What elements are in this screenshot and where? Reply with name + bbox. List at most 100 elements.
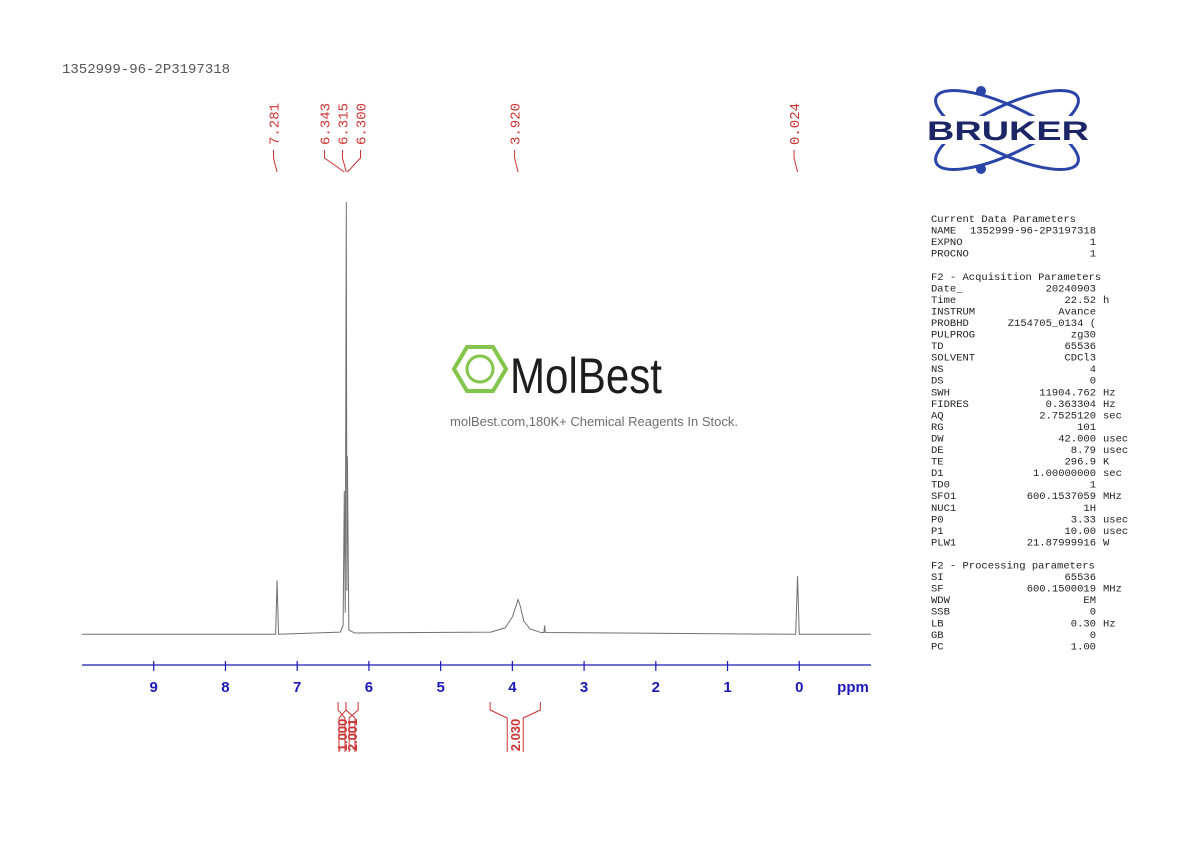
parameter-value: 0: [1090, 630, 1096, 642]
x-tick-label: 4: [508, 679, 517, 696]
parameter-name: DS: [931, 376, 944, 388]
parameter-value: 0: [1090, 607, 1096, 619]
watermark-hexagon: [451, 345, 509, 393]
parameter-value: 1: [1090, 237, 1096, 249]
spectrum-title: 1352999-96-2P3197318: [62, 62, 230, 78]
x-tick-label: 3: [580, 679, 588, 696]
parameter-value: 10.00: [1064, 526, 1096, 538]
parameter-name: PC: [931, 641, 944, 653]
parameter-unit: usec: [1103, 433, 1128, 445]
parameter-value: 21.87999916: [1027, 537, 1096, 549]
parameter-value: Z154705_0134 (: [1008, 318, 1096, 330]
x-tick-label: 0: [795, 679, 803, 696]
logo-dot: [976, 86, 986, 96]
parameter-value: 20240903: [1046, 283, 1096, 295]
parameter-name: P1: [931, 526, 944, 538]
parameter-name: INSTRUM: [931, 306, 975, 318]
x-tick-label: 5: [436, 679, 444, 696]
parameter-value: 1352999-96-2P3197318: [970, 226, 1096, 238]
parameter-name: DW: [931, 433, 944, 445]
parameter-name: P0: [931, 514, 944, 526]
integral-label: 1.000: [335, 719, 350, 752]
x-tick-label: 7: [293, 679, 301, 696]
parameter-unit: MHz: [1103, 584, 1122, 596]
peak-marker: [324, 150, 345, 173]
parameter-unit: Hz: [1103, 399, 1116, 411]
x-tick-label: 8: [221, 679, 229, 696]
parameter-name: WDW: [931, 595, 951, 607]
parameter-unit: K: [1103, 457, 1110, 469]
parameter-value: 65536: [1064, 341, 1096, 353]
parameter-name: SI: [931, 572, 944, 584]
parameter-name: PROBHD: [931, 318, 969, 330]
peak-label: 0.024: [788, 103, 804, 145]
parameter-value: 1.00: [1071, 641, 1096, 653]
peak-label: 3.920: [509, 103, 525, 145]
parameter-value: 0: [1090, 376, 1096, 388]
peak-label: 6.300: [355, 103, 371, 145]
integral-label: 2.001: [345, 719, 360, 752]
parameter-value: 0.363304: [1046, 399, 1096, 411]
parameter-value: 296.9: [1064, 457, 1096, 469]
bruker-logo: BRUKER: [925, 86, 1091, 174]
parameter-name: PLW1: [931, 537, 956, 549]
integral-bracket: [489, 702, 541, 752]
parameter-name: NUC1: [931, 503, 956, 515]
parameter-name: PROCNO: [931, 249, 969, 261]
peak-label: 6.315: [337, 103, 353, 145]
parameter-name: DE: [931, 445, 944, 457]
parameter-value: 1H: [1083, 503, 1096, 515]
parameter-section-title: F2 - Acquisition Parameters: [931, 272, 1101, 284]
parameter-value: Avance: [1058, 306, 1096, 318]
parameter-value: 101: [1077, 422, 1096, 434]
parameter-value: EM: [1083, 595, 1096, 607]
parameter-name: PULPROG: [931, 330, 975, 342]
x-tick-label: 2: [652, 679, 660, 696]
peak-marker: [273, 150, 278, 173]
parameter-name: SFO1: [931, 491, 956, 503]
parameter-name: NAME: [931, 226, 956, 238]
integral-label: 2.030: [508, 719, 523, 752]
parameter-unit: usec: [1103, 445, 1128, 457]
watermark-ring: [465, 354, 495, 384]
parameter-value: 11904.762: [1039, 387, 1096, 399]
peak-label: 6.343: [319, 103, 335, 145]
logo-backdrop: [925, 116, 1091, 144]
parameter-unit: usec: [1103, 514, 1128, 526]
x-tick-label: 6: [365, 679, 373, 696]
peak-label: 7.281: [268, 103, 284, 145]
parameter-value: 8.79: [1071, 445, 1096, 457]
parameter-name: SOLVENT: [931, 353, 975, 365]
parameter-name: SWH: [931, 387, 950, 399]
parameter-name: LB: [931, 618, 944, 630]
parameter-value: 600.1537059: [1027, 491, 1096, 503]
parameter-value: 600.1500019: [1027, 584, 1096, 596]
parameter-name: Time: [931, 295, 956, 307]
logo-dot: [976, 164, 986, 174]
parameter-name: Date_: [931, 283, 963, 295]
parameter-name: RG: [931, 422, 944, 434]
parameter-name: NS: [931, 364, 944, 376]
parameter-name: FIDRES: [931, 399, 969, 411]
watermark: MolBest molBest.com,180K+ Chemical Reage…: [450, 345, 738, 429]
integral-bracket: [345, 702, 359, 752]
parameter-unit: h: [1103, 295, 1109, 307]
parameter-name: GB: [931, 630, 944, 642]
parameter-section-title: F2 - Processing parameters: [931, 561, 1095, 573]
parameter-value: 1.00000000: [1033, 468, 1096, 480]
parameter-unit: sec: [1103, 468, 1122, 480]
parameter-name: AQ: [931, 410, 944, 422]
parameter-unit: Hz: [1103, 387, 1116, 399]
parameter-value: 4: [1090, 364, 1096, 376]
parameter-value: 22.52: [1064, 295, 1096, 307]
watermark-tagline: molBest.com,180K+ Chemical Reagents In S…: [450, 414, 738, 429]
parameter-name: TD0: [931, 480, 950, 492]
parameter-name: SF: [931, 584, 944, 596]
watermark-brand: MolBest: [510, 348, 662, 404]
parameter-unit: usec: [1103, 526, 1128, 538]
peak-marker: [793, 150, 799, 173]
logo-orbit: [934, 89, 1080, 171]
parameter-section-title: Current Data Parameters: [931, 214, 1076, 226]
parameter-value: 1: [1090, 249, 1096, 261]
